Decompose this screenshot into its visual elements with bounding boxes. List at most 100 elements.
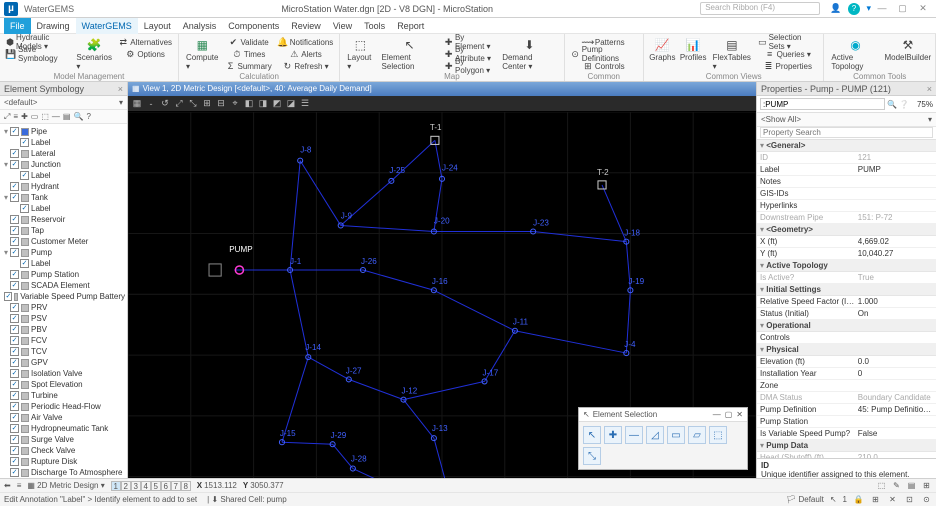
menu-review[interactable]: Review — [285, 18, 327, 34]
prop-row[interactable]: Is Active?True — [757, 272, 936, 284]
close-button[interactable]: ✕ — [914, 3, 932, 14]
ribbon-modelbuilder[interactable]: ⚒ModelBuilder — [885, 36, 931, 63]
prop-row[interactable]: Downstream Pipe151: P-72 — [757, 212, 936, 224]
ribbon-by-polygon-[interactable]: ✚By Polygon ▾ — [442, 60, 497, 72]
view-tab-2[interactable]: 2 — [121, 481, 131, 491]
symb-tool[interactable]: 🔍 — [73, 110, 83, 124]
ribbon-validate[interactable]: ✔Validate — [223, 36, 273, 48]
prop-row[interactable]: X (ft)4,669.02 — [757, 236, 936, 248]
ribbon-notifications[interactable]: 🔔Notifications — [276, 36, 336, 48]
menu-components[interactable]: Components — [222, 18, 285, 34]
tree-node[interactable]: Surge Valve — [2, 434, 125, 445]
prop-category[interactable]: Initial Settings — [757, 284, 936, 296]
tree-node-child[interactable]: Label — [2, 170, 125, 181]
ribbon-save-symbology[interactable]: 💾Save Symbology — [4, 48, 72, 60]
tree-node[interactable]: PBV — [2, 324, 125, 335]
prop-row[interactable]: Is Variable Speed Pump?False — [757, 428, 936, 440]
ribbon-options[interactable]: ⚙Options — [116, 48, 174, 60]
selection-tool[interactable]: ✚ — [604, 426, 622, 444]
maximize-button[interactable]: ▢ — [893, 3, 911, 14]
prop-row[interactable]: Pump Station — [757, 416, 936, 428]
model-canvas[interactable]: T-1T-2PUMPJ-1J-8J-9J-25J-26J-24J-20J-16J… — [128, 112, 756, 478]
ribbon-controls[interactable]: ⊞Controls — [569, 60, 639, 72]
chevron-down-icon[interactable]: ▾ — [866, 3, 871, 13]
status2-icon-b[interactable]: ✕ — [887, 494, 898, 505]
view-tool[interactable]: ◨ — [257, 98, 269, 110]
view-tool[interactable]: ⤢ — [173, 98, 185, 110]
tree-node[interactable]: ▾Pipe — [2, 126, 125, 137]
ribbon-queries-[interactable]: ≡Queries ▾ — [756, 48, 819, 60]
ribbon-graphs[interactable]: 📈Graphs — [648, 36, 677, 63]
view-tool[interactable]: ⤡ — [187, 98, 199, 110]
tree-node[interactable]: Reservoir — [2, 214, 125, 225]
selection-tool[interactable]: ▭ — [667, 426, 685, 444]
prop-category[interactable]: <General> — [757, 140, 936, 152]
tree-node[interactable]: ▾Pump — [2, 247, 125, 258]
view-tool[interactable]: ◩ — [271, 98, 283, 110]
property-grid[interactable]: <General>ID121LabelPUMPNotesGIS-IDsHyper… — [757, 140, 936, 458]
ribbon-active-topology[interactable]: ◉Active Topology — [828, 36, 882, 72]
ribbon-profiles[interactable]: 📊Profiles — [679, 36, 708, 63]
status2-icon-a[interactable]: ⊞ — [870, 494, 881, 505]
symb-tool[interactable]: ≡ — [13, 110, 18, 124]
menu-layout[interactable]: Layout — [138, 18, 177, 34]
tree-node[interactable]: ▾Tank — [2, 192, 125, 203]
tree-node[interactable]: Pump Station — [2, 269, 125, 280]
view-tool[interactable]: ↺ — [159, 98, 171, 110]
tree-node[interactable]: GPV — [2, 357, 125, 368]
view-tool[interactable]: ☰ — [299, 98, 311, 110]
menu-watergems[interactable]: WaterGEMS — [76, 18, 138, 34]
prop-row[interactable]: Relative Speed Factor (Initial)1.000 — [757, 296, 936, 308]
symb-tool[interactable]: ▤ — [63, 110, 71, 124]
view-tool[interactable]: ⌖ — [229, 98, 241, 110]
tree-node-child[interactable]: Label — [2, 203, 125, 214]
tree-node[interactable]: Discharge To Atmosphere — [2, 467, 125, 478]
prop-row[interactable]: DMA StatusBoundary Candidate — [757, 392, 936, 404]
zoom-icon[interactable]: 🔍 — [887, 100, 897, 109]
prop-row[interactable]: Y (ft)10,040.27 — [757, 248, 936, 260]
help-prop-icon[interactable]: ❔ — [899, 100, 909, 109]
floatwin-close[interactable]: ✕ — [736, 410, 743, 419]
view-tool[interactable]: - — [145, 98, 157, 110]
view-tab-3[interactable]: 3 — [131, 481, 141, 491]
view-tool[interactable]: ◧ — [243, 98, 255, 110]
view-tab-8[interactable]: 8 — [181, 481, 191, 491]
menu-view[interactable]: View — [327, 18, 358, 34]
tree-node[interactable]: Lateral — [2, 148, 125, 159]
floatwin-dock[interactable]: ▢ — [725, 410, 733, 419]
tree-node[interactable]: Customer Meter — [2, 236, 125, 247]
prop-row[interactable]: Installation Year0 — [757, 368, 936, 380]
ribbon-alerts[interactable]: ⚠Alerts — [276, 48, 336, 60]
prop-row[interactable]: GIS-IDs — [757, 188, 936, 200]
symbology-tree[interactable]: ▾PipeLabelLateral▾JunctionLabelHydrant▾T… — [0, 124, 127, 478]
prop-row[interactable]: Notes — [757, 176, 936, 188]
tree-node[interactable]: Spot Elevation — [2, 379, 125, 390]
prop-row[interactable]: Pump Definition45: Pump Definition - 2 (… — [757, 404, 936, 416]
tree-node[interactable]: TCV — [2, 346, 125, 357]
ribbon-summary[interactable]: ΣSummary — [223, 60, 273, 72]
menu-file[interactable]: File — [4, 18, 31, 34]
view-tool[interactable]: ▦ — [131, 98, 143, 110]
tree-node[interactable]: PSV — [2, 313, 125, 324]
prop-row[interactable]: Elevation (ft)0.0 — [757, 356, 936, 368]
view-tab-7[interactable]: 7 — [171, 481, 181, 491]
symb-tool[interactable]: — — [52, 110, 60, 124]
selection-tool[interactable]: ◿ — [646, 426, 664, 444]
prop-category[interactable]: Physical — [757, 344, 936, 356]
property-search[interactable] — [760, 127, 933, 138]
element-selector[interactable] — [760, 98, 885, 110]
tree-node[interactable]: Variable Speed Pump Battery — [2, 291, 125, 302]
prop-category[interactable]: Active Topology — [757, 260, 936, 272]
status-icon-3[interactable]: ▤ — [906, 480, 917, 491]
tree-node[interactable]: Periodic Head-Flow — [2, 401, 125, 412]
symb-tool[interactable]: ✚ — [21, 110, 28, 124]
view-tabs[interactable]: 12345678 — [111, 481, 191, 491]
symb-tool[interactable]: ▭ — [31, 110, 39, 124]
ribbon-selection-sets-[interactable]: ▭Selection Sets ▾ — [756, 36, 819, 48]
ribbon-demand-center-[interactable]: ⬇Demand Center ▾ — [499, 36, 559, 72]
zoom-pct[interactable]: 75% — [911, 100, 933, 109]
level-name[interactable]: Default — [798, 495, 823, 504]
panel-selector[interactable]: <default> ▾ — [0, 96, 127, 110]
view-tool[interactable]: ⊞ — [201, 98, 213, 110]
ribbon-refresh-[interactable]: ↻Refresh ▾ — [276, 60, 336, 72]
